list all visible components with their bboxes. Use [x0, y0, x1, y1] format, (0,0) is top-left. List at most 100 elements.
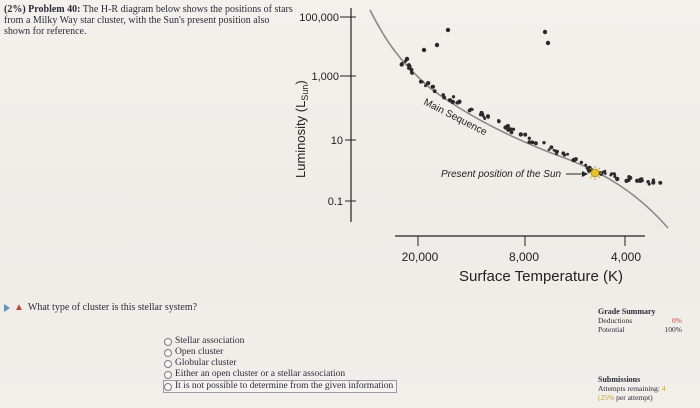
star-point: [561, 151, 566, 156]
x-tick-label: 4,000: [611, 250, 641, 264]
potential-value: 100%: [664, 325, 683, 334]
answer-options: Stellar association Open cluster Globula…: [163, 336, 398, 393]
potential-label: Potential: [598, 325, 625, 334]
y-axis-title-main: Luminosity (L: [293, 101, 308, 178]
grade-summary-title: Grade Summary: [598, 307, 656, 316]
y-tick-label: 1,000: [311, 71, 339, 83]
per-attempt-value: (25%: [598, 393, 615, 402]
radio-button[interactable]: [164, 337, 172, 346]
option-open-or-association[interactable]: Either an open cluster or a stellar asso…: [164, 369, 397, 380]
star-point: [651, 180, 656, 185]
option-stellar-association[interactable]: Stellar association: [164, 336, 397, 347]
star-point: [424, 84, 427, 88]
y-tick-label: 10: [331, 135, 343, 147]
star-point: [547, 148, 551, 151]
sun-arrow-head: [582, 171, 588, 177]
option-globular-cluster[interactable]: Globular cluster: [164, 358, 397, 369]
star-point: [601, 170, 605, 174]
star-point: [615, 176, 620, 182]
star-point: [407, 66, 411, 70]
star-point: [508, 127, 513, 132]
star-point: [585, 166, 590, 170]
star-point: [425, 82, 430, 86]
problem-number: (2%) Problem 40:: [4, 4, 81, 15]
star-point: [579, 160, 584, 165]
star-point: [603, 169, 607, 173]
star-point: [612, 172, 616, 176]
star-point: [497, 119, 501, 124]
deductions-value: 0%: [672, 316, 682, 325]
star-point: [647, 182, 651, 186]
star-point: [626, 178, 631, 183]
y-tick-label: 0.1: [328, 196, 343, 208]
star-point: [640, 179, 644, 183]
star-point: [533, 141, 537, 145]
submissions-title: Submissions: [598, 375, 641, 384]
star-point: [406, 63, 411, 68]
hr-diagram: 100,000 1,000 10 0.1 20,000 8,000 4,000 …: [293, 8, 669, 285]
sun-label: Present position of the Sun: [441, 169, 562, 180]
star-point: [658, 180, 663, 185]
option-label: Either an open cluster or a stellar asso…: [175, 369, 346, 379]
x-axis-title: Surface Temperature (K): [459, 268, 623, 285]
y-axis-title: Luminosity (LSun): [293, 80, 310, 178]
star-point: [613, 175, 617, 179]
option-label: Open cluster: [175, 347, 224, 357]
question-row: ▲ What type of cluster is this stellar s…: [4, 302, 197, 313]
star-point: [451, 95, 456, 99]
option-not-possible[interactable]: It is not possible to determine from the…: [163, 380, 398, 393]
star-point: [430, 85, 434, 89]
star-point: [609, 173, 613, 177]
attempts-value: 4: [661, 384, 666, 393]
x-tick-label: 8,000: [509, 250, 539, 264]
main-sequence-label: Main Sequence: [422, 97, 489, 139]
expand-arrow-icon[interactable]: [4, 303, 10, 312]
star-point: [573, 157, 578, 162]
star-point: [505, 123, 511, 129]
deductions-label: Deductions: [598, 316, 633, 325]
radio-button[interactable]: [164, 382, 172, 391]
radio-button[interactable]: [164, 359, 172, 368]
star-point: [555, 149, 560, 154]
star-point: [646, 179, 650, 184]
radio-button[interactable]: [164, 370, 172, 379]
star-point: [409, 67, 414, 72]
star-point: [527, 136, 531, 140]
per-attempt-label: per attempt): [616, 393, 653, 402]
radio-button[interactable]: [164, 348, 172, 357]
star-point: [445, 27, 451, 33]
sun-marker: [588, 166, 602, 180]
option-label: It is not possible to determine from the…: [175, 381, 394, 391]
star-point: [584, 163, 588, 167]
question-text: What type of cluster is this stellar sys…: [27, 302, 198, 313]
main-sequence-curve: [369, 9, 669, 229]
star-point: [566, 152, 570, 156]
submissions: Submissions Attempts remaining: 4 (25% p…: [598, 375, 698, 402]
star-point: [432, 89, 437, 94]
star-point: [400, 61, 404, 65]
star-point: [527, 140, 532, 144]
y-tick-label: 100,000: [299, 12, 339, 24]
problem-statement: (2%) Problem 40: The H-R diagram below s…: [4, 4, 294, 37]
star-point: [603, 172, 607, 175]
y-axis-title-sub: Sun: [300, 85, 310, 101]
star-point: [552, 148, 556, 152]
star-point: [542, 141, 546, 145]
star-point: [410, 71, 414, 75]
star-point: [635, 178, 640, 183]
star-point: [418, 79, 423, 84]
star-point: [456, 101, 460, 105]
star-point: [542, 29, 548, 35]
attempts-label: Attempts remaining:: [598, 384, 660, 393]
y-axis-title-close: ): [293, 80, 308, 84]
star-point: [487, 116, 490, 119]
star-point: [442, 95, 447, 100]
grade-summary: Grade Summary Deductions 0% Potential 10…: [598, 307, 698, 334]
star-point: [421, 47, 427, 53]
x-tick-label: 20,000: [402, 250, 439, 264]
option-open-cluster[interactable]: Open cluster: [164, 347, 397, 358]
star-point: [545, 40, 551, 46]
star-point: [403, 59, 407, 63]
star-point: [469, 107, 473, 111]
option-label: Stellar association: [175, 336, 245, 346]
